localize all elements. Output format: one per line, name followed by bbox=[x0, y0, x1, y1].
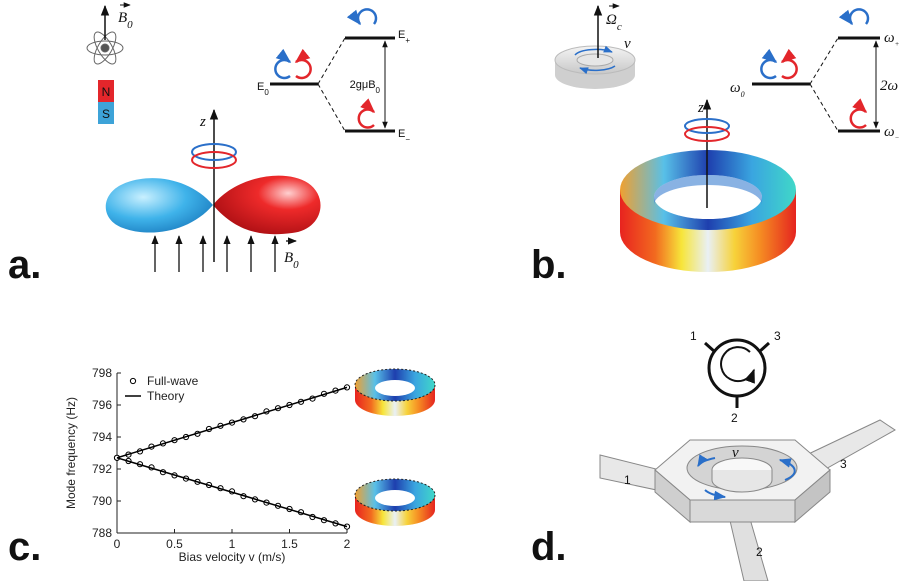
magnet-label: S bbox=[102, 107, 110, 121]
figure: B0 N S E0 E+ E− 2gμB0 z B0 a. Ωc v ω0 ω+… bbox=[0, 0, 901, 581]
y-tick-label: 796 bbox=[92, 398, 112, 412]
ring-icon bbox=[555, 46, 635, 89]
legend-label: Theory bbox=[147, 389, 184, 403]
velocity-label: v bbox=[732, 445, 739, 461]
spin-arrows bbox=[275, 9, 376, 127]
level-label: ω+ bbox=[884, 30, 900, 48]
rainbow-ring bbox=[620, 150, 796, 272]
label-sub: − bbox=[405, 135, 410, 144]
x-tick-label: 1.5 bbox=[281, 537, 298, 551]
y-tick-label: 790 bbox=[92, 494, 112, 508]
label-main: Ω bbox=[606, 12, 617, 28]
label-main: B bbox=[284, 250, 293, 266]
label-sub: + bbox=[405, 36, 410, 45]
label-sub: + bbox=[895, 40, 900, 48]
panel-label: d. bbox=[531, 525, 567, 569]
label-main: B bbox=[118, 10, 127, 26]
y-axis-label: Mode frequency (Hz) bbox=[64, 397, 78, 509]
rotation-label: Ωc bbox=[606, 12, 622, 33]
label-sub: c bbox=[617, 21, 622, 33]
panel-a: B0 N S E0 E+ E− 2gμB0 z B0 a. bbox=[8, 5, 410, 287]
label-sub: 0 bbox=[376, 86, 381, 95]
level-label: E0 bbox=[257, 81, 269, 97]
theory-line bbox=[117, 458, 347, 527]
panel-d: 1 2 3 v 1 3 2 d. bbox=[531, 329, 895, 581]
field-label: B0 bbox=[118, 10, 133, 31]
field-arrows bbox=[155, 236, 296, 272]
splitting-label: 2gμB0 bbox=[350, 79, 381, 95]
label-main: 2gμB bbox=[350, 79, 376, 91]
port-label: 1 bbox=[624, 473, 631, 487]
label-sub: 0 bbox=[293, 259, 299, 271]
label-main: ω bbox=[884, 30, 895, 46]
level-label: ω− bbox=[884, 124, 900, 142]
energy-diagram bbox=[752, 38, 880, 131]
label-main: ω bbox=[884, 124, 895, 140]
panel-label: a. bbox=[8, 243, 41, 287]
axis-label: z bbox=[697, 100, 704, 116]
panel-c-chart: Mode frequency (Hz) Bias velocity v (m/s… bbox=[64, 366, 351, 564]
magnet-label: N bbox=[102, 85, 111, 99]
circulator-device bbox=[600, 420, 895, 581]
port-label: 3 bbox=[774, 329, 781, 343]
x-tick-label: 1 bbox=[229, 537, 236, 551]
port-label: 2 bbox=[731, 411, 738, 425]
label-main: E bbox=[257, 81, 264, 93]
port-label: 2 bbox=[756, 545, 763, 559]
legend-marker bbox=[130, 378, 135, 383]
red-lobe bbox=[213, 176, 321, 235]
panel-label: c. bbox=[8, 525, 41, 569]
blue-lobe bbox=[106, 178, 213, 232]
y-tick-label: 794 bbox=[92, 430, 112, 444]
y-tick-label: 792 bbox=[92, 462, 112, 476]
x-tick-label: 0 bbox=[114, 537, 121, 551]
level-label: E+ bbox=[398, 29, 410, 45]
label-main: ω bbox=[730, 80, 741, 96]
spin-arrows bbox=[761, 9, 868, 127]
x-tick-label: 0.5 bbox=[166, 537, 183, 551]
axis-label: z bbox=[199, 114, 206, 130]
label-sub: 0 bbox=[264, 88, 269, 97]
velocity-label: v bbox=[624, 36, 631, 52]
energy-diagram bbox=[270, 38, 395, 131]
port-label: 3 bbox=[840, 457, 847, 471]
label-sub: − bbox=[895, 134, 900, 142]
circulator-symbol bbox=[705, 340, 769, 408]
legend-label: Full-wave bbox=[147, 374, 199, 388]
x-axis-label: Bias velocity v (m/s) bbox=[179, 550, 286, 564]
level-label: ω0 bbox=[730, 80, 745, 99]
port-label: 1 bbox=[690, 329, 697, 343]
label-main: E bbox=[398, 128, 405, 140]
label-main: E bbox=[398, 29, 405, 41]
panel-label: b. bbox=[531, 243, 567, 287]
level-label: E− bbox=[398, 128, 410, 144]
label-sub: 0 bbox=[127, 19, 133, 31]
panel-b: Ωc v ω0 ω+ ω− 2ω z b. bbox=[531, 6, 900, 287]
y-tick-label: 788 bbox=[92, 526, 112, 540]
x-tick-label: 2 bbox=[344, 537, 351, 551]
field-label: B0 bbox=[284, 250, 299, 271]
y-tick-label: 798 bbox=[92, 366, 112, 380]
mode-rings bbox=[355, 369, 435, 526]
splitting-label: 2ω bbox=[880, 78, 898, 94]
label-sub: 0 bbox=[741, 90, 745, 99]
